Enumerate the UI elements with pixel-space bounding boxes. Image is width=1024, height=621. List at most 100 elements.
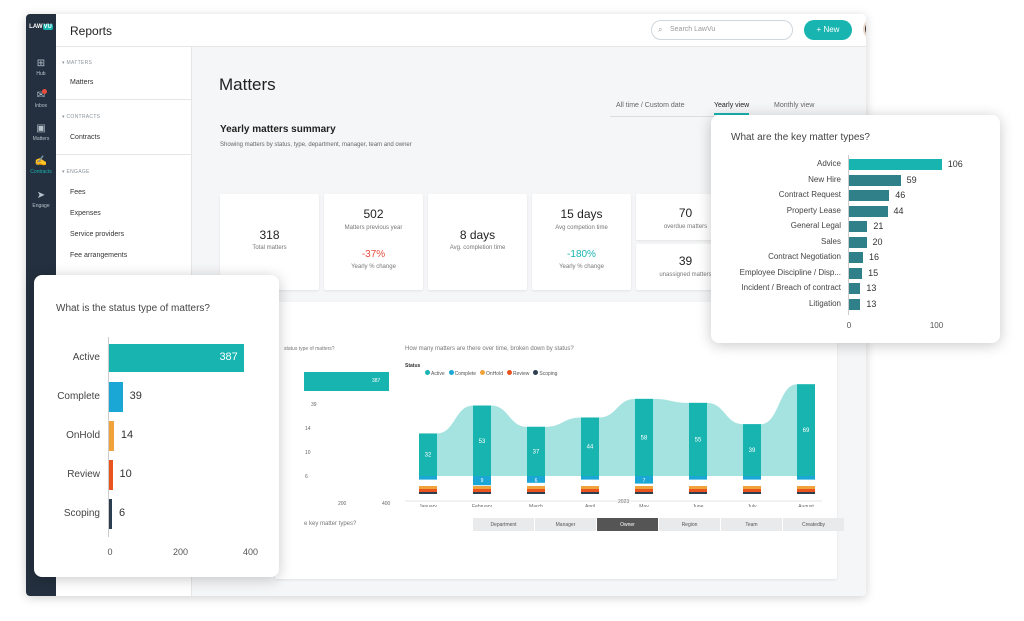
- page-title: Matters: [219, 75, 276, 94]
- types-chart-bar: [849, 298, 861, 310]
- filter-pill-team[interactable]: Team: [721, 518, 782, 531]
- inner-status-tick: 200: [338, 501, 347, 507]
- section-engage[interactable]: ▾ ENGAGE: [62, 169, 90, 175]
- types-chart-bar: [849, 252, 863, 263]
- active-flow-area: [419, 384, 815, 476]
- complete-bar: [581, 476, 599, 480]
- types-chart-value: 44: [893, 205, 904, 216]
- legend-dot: [506, 370, 512, 375]
- active-bar: [581, 417, 599, 476]
- new-button[interactable]: + New: [804, 20, 852, 40]
- nav-fee-arrangements[interactable]: Fee arrangements: [70, 252, 128, 259]
- inner-status-title: status type of matters?: [284, 346, 335, 352]
- nav-expenses[interactable]: Expenses: [70, 210, 101, 217]
- status-chart-value: 14: [120, 429, 134, 441]
- active-bar: [635, 398, 653, 476]
- status-chart-card: What is the status type of matters? Acti…: [34, 275, 279, 577]
- types-chart-label: Property Lease: [786, 205, 841, 215]
- types-chart-value: 21: [873, 221, 884, 231]
- month-label: June: [693, 504, 704, 507]
- status-chart-value: 6: [119, 507, 126, 519]
- onhold-bar: [635, 486, 653, 489]
- filter-pill-owner[interactable]: Owner: [597, 518, 658, 531]
- tab-all-time[interactable]: All time / Custom date: [616, 102, 685, 109]
- scoping-bar: [419, 492, 437, 494]
- scoping-bar: [689, 492, 707, 494]
- review-bar: [797, 489, 815, 492]
- types-chart-card: What are the key matter types? Advice 106…: [711, 115, 1000, 343]
- types-chart-bar: [849, 236, 867, 248]
- month-label: July: [748, 504, 757, 507]
- filter-pill-region[interactable]: Region: [659, 518, 720, 531]
- legend-dot: [480, 370, 486, 375]
- rail-inbox[interactable]: ✉ Inbox: [26, 89, 56, 109]
- legend-label: Active: [431, 371, 445, 377]
- time-chart: 32 January 53 9 February 37 6 March 44 April 58 7 Ma…: [405, 384, 822, 507]
- filter-pill-createdby[interactable]: Createdby: [783, 518, 844, 531]
- summary-title: Yearly matters summary: [220, 124, 336, 135]
- nav-contracts[interactable]: Contracts: [70, 134, 100, 141]
- section-matters[interactable]: ▾ MATTERS: [62, 60, 93, 66]
- types-chart-tick: 100: [929, 321, 944, 330]
- legend-dot: [425, 370, 430, 375]
- active-bar: [797, 384, 815, 476]
- types-chart-bar: [849, 221, 868, 232]
- legend-dot: [448, 370, 454, 375]
- status-chart-label: Review: [67, 469, 100, 480]
- tab-yearly[interactable]: Yearly view: [714, 102, 750, 115]
- inner-status-value: 14: [305, 426, 311, 432]
- types-chart-value: 46: [895, 190, 906, 200]
- status-chart-bar: [109, 460, 113, 490]
- legend-item: Scoping: [533, 370, 557, 377]
- card-total-matters: 318 Total matters: [220, 194, 319, 290]
- month-label: April: [585, 504, 595, 507]
- complete-bar: [419, 476, 437, 480]
- filter-pill-department[interactable]: Department: [473, 518, 534, 531]
- review-bar: [419, 489, 437, 492]
- tab-monthly[interactable]: Monthly view: [774, 102, 815, 109]
- types-chart-label: Advice: [816, 159, 841, 168]
- types-chart-value: 13: [866, 298, 877, 309]
- types-chart-value: 16: [869, 252, 880, 262]
- active-bar-label: 58: [641, 435, 648, 441]
- rail-matters[interactable]: ▣ Matters: [26, 123, 56, 142]
- section-contracts[interactable]: ▾ CONTRACTS: [62, 114, 101, 120]
- nav-fees[interactable]: Fees: [70, 189, 86, 196]
- rail-hub[interactable]: ⊞ Hub: [26, 58, 56, 77]
- onhold-bar: [797, 486, 815, 489]
- status-chart-tick: 400: [243, 547, 259, 557]
- complete-bar: [797, 476, 815, 480]
- complete-bar: [689, 476, 707, 480]
- scoping-bar: [797, 492, 815, 494]
- review-bar: [689, 489, 707, 492]
- active-bar: [743, 424, 761, 476]
- search-input[interactable]: ⌕ Search LawVu: [651, 20, 793, 40]
- rail-engage[interactable]: ➤ Engage: [26, 190, 56, 209]
- avatar[interactable]: [863, 18, 866, 40]
- types-chart-value: 13: [866, 283, 877, 293]
- time-chart-year: 2023: [618, 499, 630, 505]
- nav-service-providers[interactable]: Service providers: [70, 231, 125, 238]
- notification-dot: [42, 89, 47, 94]
- complete-bar-label: 6: [535, 478, 538, 484]
- complete-bar: [635, 476, 653, 484]
- inner-status-value: 39: [311, 402, 317, 408]
- active-bar-label: 32: [425, 453, 432, 459]
- nav-matters[interactable]: Matters: [70, 79, 94, 86]
- inner-status-value: 387: [372, 378, 381, 384]
- types-chart-tick: 0: [846, 321, 852, 330]
- status-chart-title: What is the status type of matters?: [56, 303, 210, 314]
- onhold-bar: [743, 486, 761, 489]
- types-chart-axis: [848, 155, 849, 315]
- inner-status-value: 6: [305, 474, 308, 480]
- types-chart-bar: [849, 267, 863, 279]
- active-bar: [473, 405, 491, 476]
- status-chart-tick: 0: [107, 547, 113, 557]
- onhold-bar: [473, 486, 491, 489]
- status-chart-value: 10: [119, 468, 132, 480]
- legend-item: Complete: [448, 370, 476, 377]
- filter-pill-manager[interactable]: Manager: [535, 518, 596, 531]
- card-previous-year: 502 Matters previous year -37% Yearly % ch…: [324, 194, 423, 290]
- rail-contracts[interactable]: ✍ Contracts: [26, 156, 56, 175]
- send-icon: ➤: [36, 190, 46, 201]
